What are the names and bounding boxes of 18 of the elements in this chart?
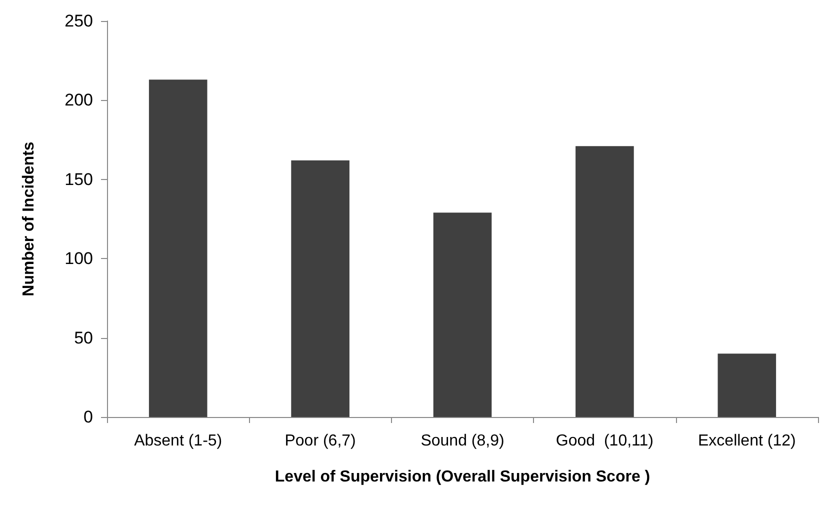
bar: [291, 160, 350, 417]
y-tick-label: 250: [64, 12, 93, 30]
x-tick-label: Poor (6,7): [284, 432, 356, 450]
y-tick-label: 150: [64, 170, 93, 189]
x-axis-title: Level of Supervision (Overall Supervision Score ): [274, 468, 650, 486]
bar: [148, 80, 208, 417]
bar: [576, 146, 634, 417]
y-axis-title: Number of Incidents: [20, 142, 38, 296]
y-tick-label: 200: [64, 90, 93, 110]
bar: [433, 212, 492, 417]
x-tick-label: Excellent (12): [698, 432, 796, 450]
y-tick-label: 0: [84, 408, 93, 426]
x-tick-label: Sound (8,9): [420, 432, 504, 450]
y-tick-label: 50: [74, 328, 93, 348]
bar: [718, 354, 776, 417]
y-tick-label: 100: [64, 249, 93, 268]
x-tick-label: Absent (1-5): [134, 432, 222, 450]
x-tick-label: Good (10,11): [556, 432, 654, 450]
